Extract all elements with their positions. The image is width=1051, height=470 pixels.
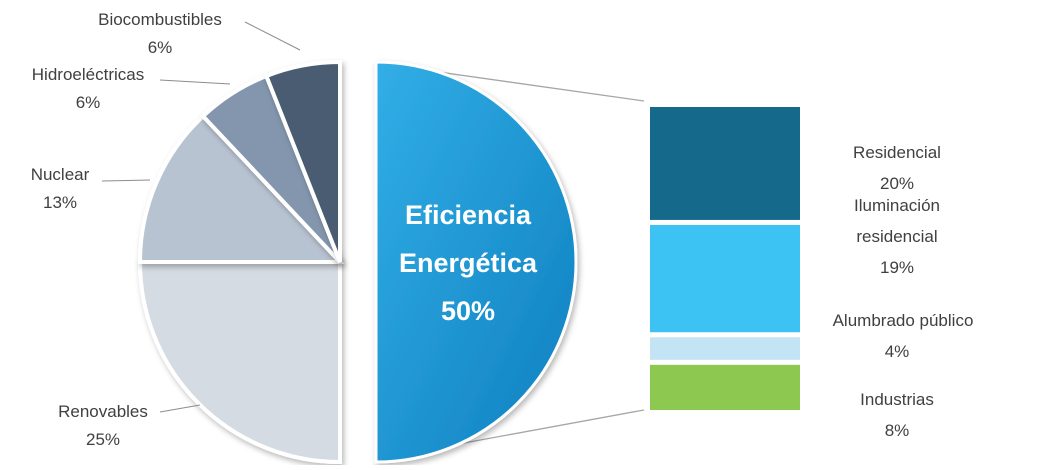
bar-label-residencial: Residencial — [853, 143, 941, 162]
bar-value-industrias: 8% — [885, 421, 910, 440]
leader-line-biocombustibles — [244, 21, 301, 51]
bar-value-iluminacion-residencial: 19% — [880, 258, 914, 277]
labels: Eficiencia Energética 50% Renovables 25% Nucl… — [31, 10, 974, 449]
bar-label-alumbrado-publico: Alumbrado público — [833, 311, 974, 330]
pie-slice-renovables — [137, 260, 342, 465]
bar-label-iluminacion-residencial-line2: residencial — [856, 227, 937, 246]
bar-segment-alumbrado-publico — [650, 337, 800, 360]
pie — [137, 59, 578, 465]
bar-segment-residencial — [650, 107, 800, 220]
center-label-line1: Eficiencia — [405, 200, 532, 230]
pie-label-nuclear: Nuclear — [31, 165, 90, 184]
pie-value-hidroelectricas: 6% — [76, 93, 101, 112]
pie-slice-eficiencia-energetica — [374, 60, 578, 464]
bar-label-industrias: Industrias — [860, 390, 934, 409]
leader-line-hidroelectricas — [159, 79, 231, 85]
leader-line-nuclear — [101, 179, 151, 182]
pie-value-nuclear: 13% — [43, 193, 77, 212]
pie-value-renovables: 25% — [86, 430, 120, 449]
bar-segment-iluminacion-residencial — [650, 224, 800, 333]
bar-value-alumbrado-publico: 4% — [885, 342, 910, 361]
center-label-line2: Energética — [399, 248, 538, 278]
pie-slice-biocombustibles — [263, 59, 342, 263]
pie-label-biocombustibles: Biocombustibles — [98, 10, 222, 29]
stacked-bar — [650, 107, 800, 410]
center-label-line3: 50% — [441, 296, 495, 326]
leader-lines — [101, 21, 301, 413]
pie-slice-nuclear — [137, 113, 345, 264]
bar-value-residencial: 20% — [880, 174, 914, 193]
leader-line-renovables — [159, 404, 201, 413]
pie-label-renovables: Renovables — [58, 402, 148, 421]
bar-segment-industrias — [650, 364, 800, 410]
pie-label-hidroelectricas: Hidroeléctricas — [32, 65, 144, 84]
pie-value-biocombustibles: 6% — [148, 38, 173, 57]
bar-label-iluminacion-residencial-line1: Iluminación — [854, 196, 940, 215]
